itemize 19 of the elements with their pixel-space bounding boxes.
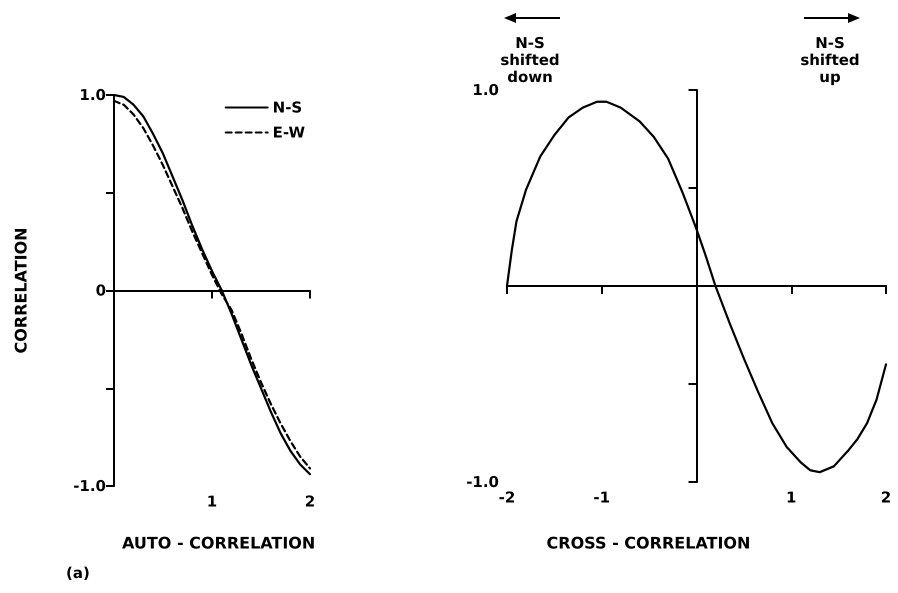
y-tick-label: 0 — [96, 282, 106, 300]
legend-label: E-W — [272, 124, 306, 142]
y-axis-title: CORRELATION — [12, 227, 30, 354]
text: N-S shifted up — [799, 34, 861, 86]
x-tick-label: 1 — [206, 492, 218, 510]
x-tick-label: 2 — [880, 488, 892, 506]
x-axis-title: CROSS - CORRELATION — [546, 534, 750, 552]
text: N-S shifted down — [500, 34, 560, 86]
legend-label: N-S — [272, 98, 302, 116]
x-axis-title: AUTO - CORRELATION — [122, 534, 316, 552]
x-tick-label: 1 — [786, 488, 796, 506]
text: (a) — [66, 564, 90, 582]
y-tick-label: 1.0 — [472, 81, 499, 99]
x-tick-label: -1 — [593, 488, 610, 506]
y-tick-label: -1.0 — [466, 473, 499, 491]
y-tick-label: 1.0 — [79, 86, 106, 104]
x-tick-label: -2 — [498, 488, 516, 506]
x-tick-label: 2 — [304, 492, 316, 510]
y-tick-label: -1.0 — [73, 477, 106, 495]
